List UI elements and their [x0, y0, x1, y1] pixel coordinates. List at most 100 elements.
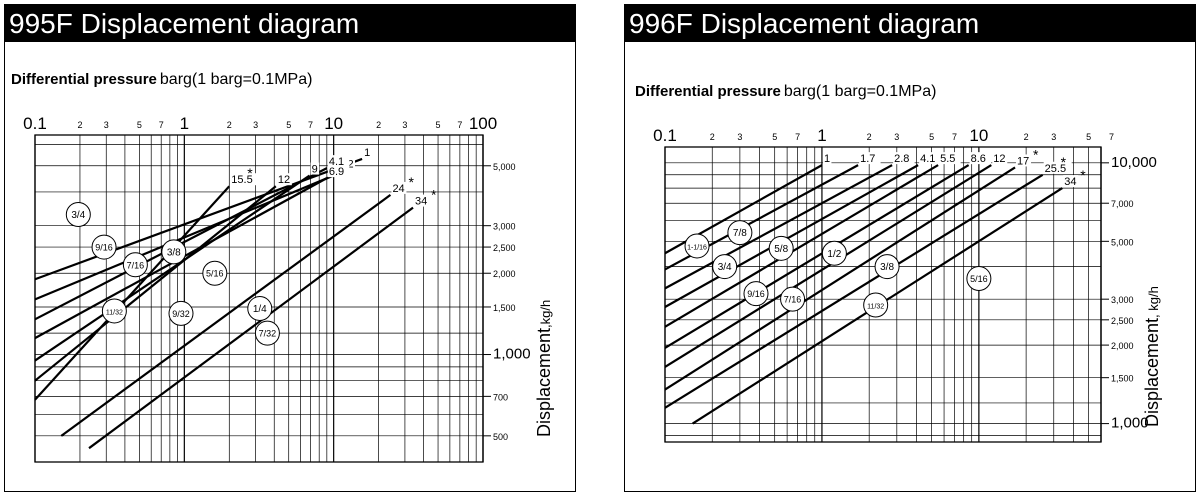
pressure-label-bg [992, 152, 1008, 165]
x-tick-major-label: 100 [469, 114, 497, 133]
x-tick-major-label: 10 [969, 126, 988, 145]
pressure-label-bg [1016, 154, 1032, 167]
x-tick-minor-label: 7 [308, 120, 313, 130]
series-line [664, 166, 1016, 391]
pressure-label-bg [310, 162, 320, 175]
size-label: 1/4 [253, 304, 267, 315]
x-tick-minor-label: 3 [737, 132, 742, 142]
size-label: 9/16 [747, 289, 765, 299]
size-label-circle [247, 296, 273, 322]
x-tick-minor-label: 7 [457, 120, 462, 130]
y-tick-label: 3,000 [493, 222, 516, 232]
x-tick-minor-label: 2 [710, 132, 715, 142]
x-tick-major-label: 1 [180, 114, 189, 133]
series-line [664, 164, 970, 349]
pressure-label-bg [919, 152, 941, 165]
y-tick-label: 700 [493, 392, 508, 402]
x-tick-major-label: 1 [817, 126, 826, 145]
pressure-label-bg [859, 152, 881, 165]
size-label-circle [161, 239, 187, 265]
x-axis-label: Differential pressure barg(1 barg=0.1MPa) [11, 71, 312, 88]
pressure-label-bg [1063, 175, 1079, 188]
pressure-label: 1 [824, 153, 830, 165]
pressure-label-bg [327, 165, 350, 178]
pressure-label: 6.9 [329, 166, 344, 178]
x-tick-minor-label: 2 [376, 120, 381, 130]
size-label: 7/16 [784, 295, 802, 305]
chart-title: 995F Displacement diagram [5, 5, 575, 42]
chart-panel-995f: 995F Displacement diagram Differential p… [4, 4, 576, 492]
y-tick-label: 1,000 [1111, 415, 1149, 432]
pressure-label: 12 [993, 153, 1005, 165]
y-tick-label: 10,000 [1111, 154, 1157, 171]
chart-995f-svg: Differential pressure barg(1 barg=0.1MPa)… [11, 71, 554, 463]
pressure-label: 4.1 [920, 153, 935, 165]
size-label: 9/16 [95, 243, 113, 253]
series-line [34, 185, 231, 401]
size-label: 11/32 [106, 309, 123, 316]
size-label: 7/32 [259, 329, 277, 339]
size-label: 1/2 [827, 249, 841, 260]
size-label-circle [821, 240, 847, 266]
y-tick-label: 5,000 [493, 162, 516, 172]
pressure-label-bg [939, 152, 961, 165]
pressure-label-bg [346, 157, 355, 170]
pressure-label: 24 [392, 183, 404, 195]
size-label: 3/4 [718, 262, 732, 273]
series-line [664, 164, 992, 368]
y-tick-label: 1,500 [1111, 374, 1134, 384]
size-label-circle [168, 300, 194, 326]
size-label-circle [101, 298, 127, 324]
y-tick-label: 1,000 [493, 346, 531, 363]
size-label-circle [743, 281, 769, 307]
size-label-circle [122, 252, 148, 278]
pressure-label-bg [327, 155, 350, 168]
series-line [34, 174, 311, 362]
x-tick-minor-label: 5 [137, 120, 142, 130]
size-label-circle [254, 320, 280, 346]
x-tick-minor-label: 3 [104, 120, 109, 130]
pressure-label: 25.5 [1045, 163, 1066, 175]
series-line [664, 173, 1044, 409]
size-label: 11/32 [867, 303, 884, 310]
x-tick-minor-label: 5 [1086, 132, 1091, 142]
pressure-label-bg [822, 152, 832, 165]
y-tick-label: 7,000 [1111, 199, 1134, 209]
x-tick-minor-label: 5 [286, 120, 291, 130]
series-line [34, 169, 346, 301]
y-tick-label: 5,000 [1111, 237, 1134, 247]
x-tick-minor-label: 2 [867, 132, 872, 142]
pressure-label: 2 [347, 159, 353, 171]
star-mark: * [1033, 146, 1039, 162]
size-label: 5/16 [206, 269, 224, 279]
x-tick-major-label: 0.1 [23, 114, 47, 133]
pressure-label: 17 [1017, 155, 1029, 167]
pressure-label: 5.5 [940, 153, 955, 165]
series-line [88, 206, 414, 450]
y-tick-label: 2,000 [493, 269, 516, 279]
y-axis-label: Displacement, kg/h [1142, 286, 1162, 427]
x-tick-minor-label: 7 [159, 120, 164, 130]
x-tick-minor-label: 5 [436, 120, 441, 130]
x-tick-minor-label: 5 [772, 132, 777, 142]
y-tick-label: 500 [493, 432, 508, 442]
size-label-circle [966, 266, 992, 292]
pressure-label: 8.6 [971, 153, 986, 165]
size-label-circle [202, 260, 228, 286]
y-tick-label: 2,500 [493, 243, 516, 253]
size-label: 5/8 [774, 244, 788, 255]
x-tick-minor-label: 7 [952, 132, 957, 142]
pressure-label: 34 [415, 196, 427, 208]
size-label-circle [91, 234, 117, 260]
pressure-label-bg [969, 152, 992, 165]
size-label: 3/4 [71, 210, 85, 221]
size-label-circle [684, 233, 710, 259]
x-tick-minor-label: 5 [929, 132, 934, 142]
size-label: 9/32 [172, 309, 190, 319]
series-line [664, 164, 919, 308]
x-tick-minor-label: 2 [1024, 132, 1029, 142]
x-tick-minor-label: 2 [227, 120, 232, 130]
star-mark: * [408, 174, 414, 190]
series-line [664, 164, 939, 328]
pressure-label-bg [1043, 161, 1072, 174]
